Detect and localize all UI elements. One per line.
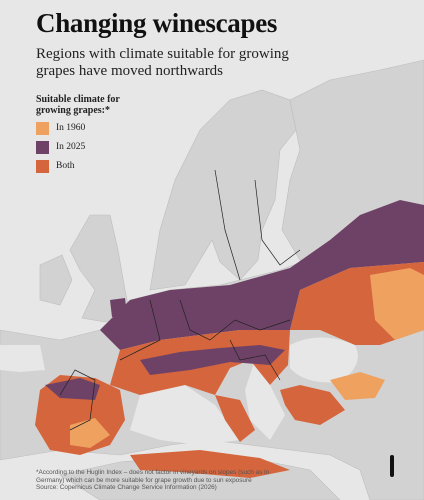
climate-region xyxy=(370,268,424,340)
legend-label: Both xyxy=(56,161,75,171)
climate-region xyxy=(280,385,345,425)
legend-swatch xyxy=(36,121,49,135)
climate-region xyxy=(130,450,290,478)
legend-title: Suitable climate for growing grapes:* xyxy=(36,94,120,116)
title: Changing winescapes xyxy=(36,8,278,38)
climate-region xyxy=(140,345,285,375)
subtitle: Regions with climate suitable for growin… xyxy=(36,46,289,79)
climate-region xyxy=(70,418,110,448)
climate-regions xyxy=(35,200,424,478)
climate-region xyxy=(110,298,127,317)
legend-swatch xyxy=(36,140,49,154)
legend-swatch xyxy=(36,159,49,173)
legend-item: In 2025 xyxy=(36,140,85,154)
sea-cuts xyxy=(0,337,358,445)
logo xyxy=(390,455,394,477)
climate-region xyxy=(330,372,385,400)
climate-region xyxy=(215,395,255,442)
legend-label: In 1960 xyxy=(56,123,86,133)
legend-label: In 2025 xyxy=(56,142,86,152)
source: Source: Copernicus Climate Change Servic… xyxy=(36,484,217,491)
climate-region xyxy=(45,378,100,400)
legend-item: In 1960 xyxy=(36,121,85,135)
climate-region xyxy=(100,200,424,350)
borders xyxy=(59,169,301,431)
footnote: *According to the Huglin Index – does no… xyxy=(36,469,270,484)
legend-item: Both xyxy=(36,159,74,173)
